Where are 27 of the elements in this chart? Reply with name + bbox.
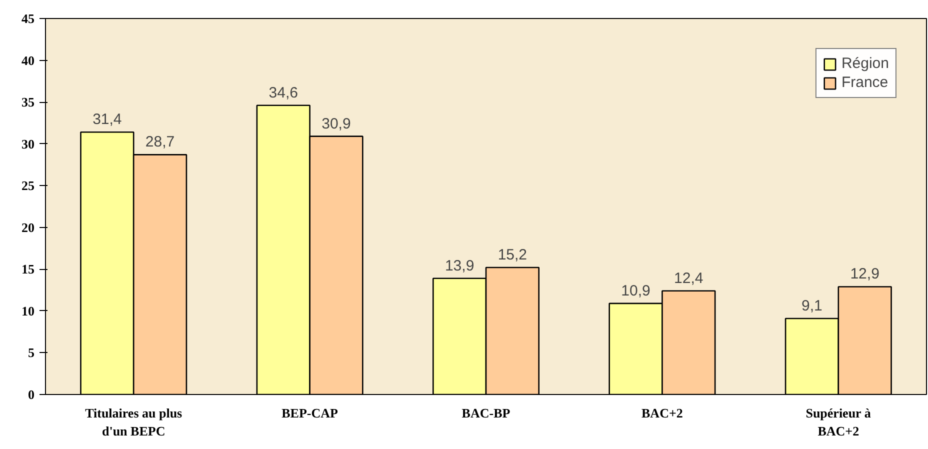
data-label: 31,4 [92,111,122,128]
data-label: 10,9 [621,282,650,300]
x-tick-label: BEP-CAP [282,406,338,420]
y-tick-label: 15 [22,262,35,277]
y-tick-label: 25 [22,178,35,194]
y-tick-label: 45 [22,11,35,26]
x-tick-label: BAC+2 [642,406,683,420]
data-label: 12,4 [674,270,704,287]
x-tick-label: Supérieur à BAC+2 [806,406,872,438]
data-label: 13,9 [444,257,474,274]
legend-label: Région [841,55,889,72]
x-tick-label: Titulaires au plus d'un BEPC [85,406,182,438]
data-label: 28,7 [145,134,175,151]
y-tick-label: 20 [22,220,34,235]
y-tick-label: 10 [22,303,34,318]
data-label: 9,1 [802,297,822,314]
y-tick-label: 40 [22,52,34,68]
data-label: 30,9 [322,115,351,132]
y-tick-label: 30 [22,136,34,152]
legend-label: France [841,74,888,91]
y-tick-label: 35 [22,94,35,110]
y-tick-label: 5 [28,345,35,360]
y-tick-label: 0 [28,387,34,402]
x-tick-label: BAC-BP [462,406,510,420]
data-label: 12,9 [850,266,880,283]
data-label: 15,2 [498,246,528,264]
data-label: 34,6 [268,84,298,102]
